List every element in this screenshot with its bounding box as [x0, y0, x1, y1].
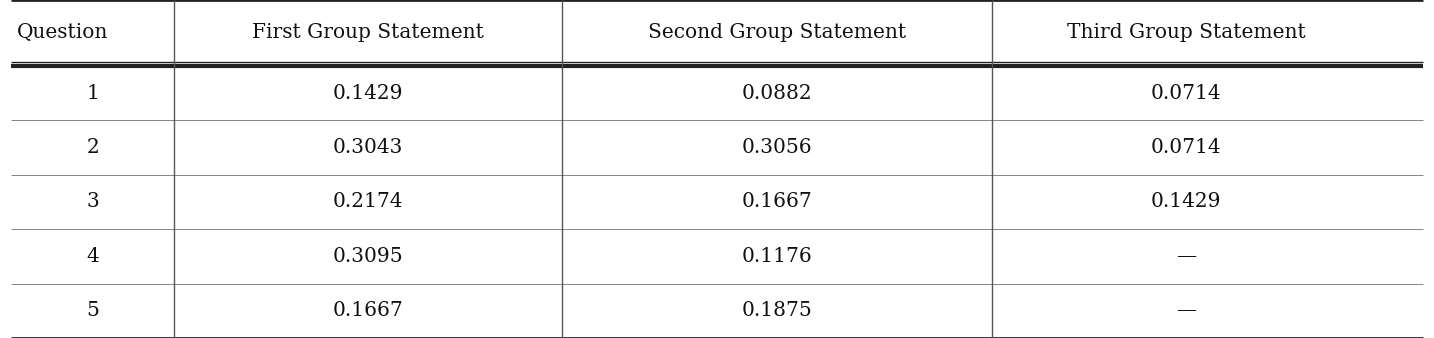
- Text: 0.1429: 0.1429: [1152, 192, 1222, 212]
- Text: 0.1667: 0.1667: [741, 192, 812, 212]
- Text: —: —: [1176, 301, 1196, 320]
- Text: 0.0882: 0.0882: [741, 83, 812, 103]
- Text: Third Group Statement: Third Group Statement: [1067, 23, 1305, 43]
- Text: 5: 5: [86, 301, 99, 320]
- Text: 1: 1: [86, 83, 99, 103]
- Text: 0.1875: 0.1875: [741, 301, 812, 320]
- Text: 0.1667: 0.1667: [333, 301, 403, 320]
- Text: 3: 3: [86, 192, 99, 212]
- Text: —: —: [1176, 247, 1196, 266]
- Text: 0.3056: 0.3056: [741, 138, 812, 157]
- Text: 0.3043: 0.3043: [333, 138, 403, 157]
- Text: First Group Statement: First Group Statement: [252, 23, 483, 43]
- Text: 0.0714: 0.0714: [1152, 83, 1222, 103]
- Text: 0.1176: 0.1176: [741, 247, 812, 266]
- Text: 0.1429: 0.1429: [333, 83, 403, 103]
- Text: 0.3095: 0.3095: [333, 247, 403, 266]
- Text: 4: 4: [86, 247, 99, 266]
- Text: 0.2174: 0.2174: [333, 192, 403, 212]
- Text: 2: 2: [86, 138, 99, 157]
- Text: Second Group Statement: Second Group Statement: [648, 23, 906, 43]
- Text: Question: Question: [17, 23, 109, 43]
- Text: 0.0714: 0.0714: [1152, 138, 1222, 157]
